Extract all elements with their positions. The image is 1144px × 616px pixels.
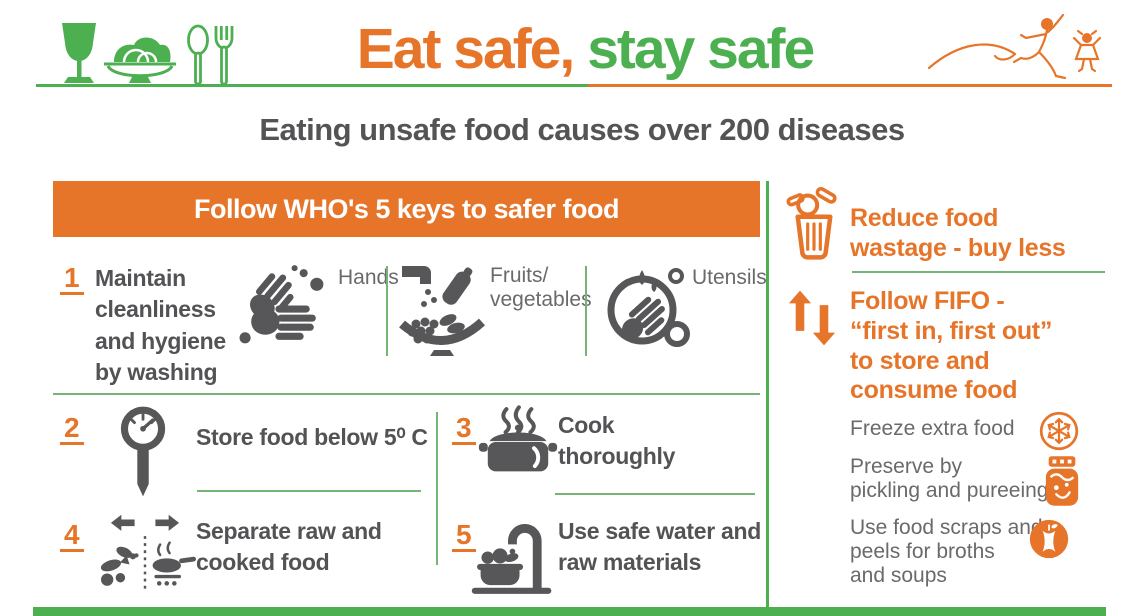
title-stay-safe: stay safe [587, 17, 815, 81]
panel-divider [766, 181, 769, 608]
wash-divider-2 [585, 266, 587, 356]
key-5-number: 5 [452, 520, 476, 553]
tip-preserve: Preserve by pickling and pureeing [850, 455, 1049, 502]
tip-divider [852, 271, 1105, 273]
wash-hands-label: Hands [338, 266, 399, 289]
key-5-text: Use safe water and raw materials [558, 518, 761, 576]
tip-follow-fifo: Follow FIFO - “first in, first out” to s… [850, 287, 1053, 405]
key-3-underline [555, 493, 755, 495]
safe-water-tap-icon [471, 524, 552, 594]
wash-fruits-vegetables-label: Fruits/ vegetables [490, 264, 592, 311]
snowflake-icon [1039, 411, 1079, 451]
separate-raw-cooked-icon [100, 514, 197, 593]
apple-core-icon [1029, 519, 1069, 559]
trash-bin-icon [786, 186, 837, 260]
hands-washing-icon [239, 265, 324, 344]
key-1-text: Maintain cleanliness and hygiene by wash… [95, 265, 226, 385]
fifo-arrows-icon [788, 290, 836, 346]
title-eat-safe: Eat safe, [356, 17, 575, 81]
column-divider [436, 412, 438, 565]
tip-reduce-wastage: Reduce food wastage - buy less [850, 204, 1066, 262]
five-keys-banner: Follow WHO's 5 keys to safer food [53, 181, 760, 237]
key-3-number: 3 [452, 413, 476, 446]
key-2-underline [197, 490, 421, 492]
key-4-text: Separate raw and cooked food [196, 518, 382, 576]
header-rule-orange [588, 84, 1112, 87]
thermometer-icon [120, 406, 166, 497]
dancing-people-icon [927, 13, 1102, 80]
wash-utensils-icon [607, 268, 690, 347]
row-divider-1 [53, 393, 760, 395]
subtitle: Eating unsafe food causes over 200 disea… [259, 112, 905, 147]
bottom-bar [33, 607, 1106, 616]
wash-fruits-vegetables-icon [399, 266, 486, 356]
key-3-text: Cook thoroughly [558, 412, 676, 470]
key-2-number: 2 [60, 413, 84, 446]
wash-divider-1 [386, 266, 388, 356]
preserve-jar-icon [1045, 456, 1079, 506]
tip-freeze-food: Freeze extra food [850, 417, 1015, 440]
tip-food-scraps: Use food scraps and peels for broths and… [850, 516, 1043, 587]
key-1-number: 1 [60, 263, 84, 296]
cooking-pot-icon [478, 405, 558, 472]
tableware-icon [62, 23, 234, 86]
key-4-number: 4 [60, 520, 84, 553]
header-rule-green [36, 84, 588, 87]
wash-utensils-label: Utensils [692, 266, 767, 289]
five-keys-banner-text: Follow WHO's 5 keys to safer food [194, 193, 620, 224]
page-title: Eat safe, stay safe [240, 16, 930, 82]
key-2-text: Store food below 5⁰ C [196, 424, 428, 450]
